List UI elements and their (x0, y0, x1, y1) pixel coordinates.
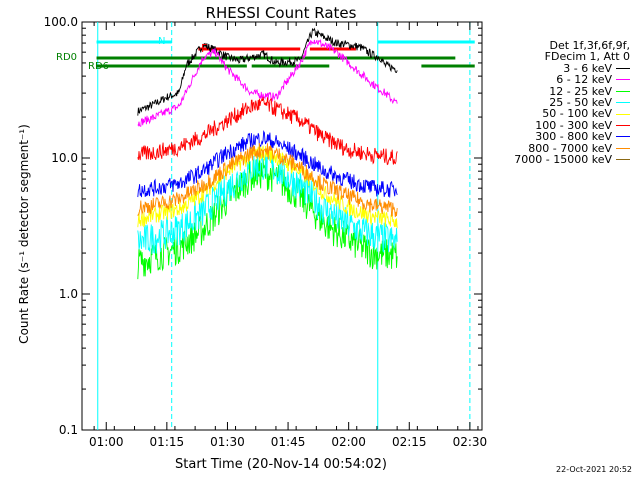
legend-swatch (616, 79, 630, 81)
plot-border (81, 21, 483, 431)
rd6-label: RD6 (88, 61, 109, 72)
y-tick-label: 0.1 (59, 423, 78, 437)
y-axis-label: Count Rate (s⁻¹ detector segment⁻¹) (17, 124, 31, 344)
y-tick-label: 100.0 (44, 15, 78, 29)
y-tick-label: 10.0 (51, 151, 78, 165)
axis-ticks: 01:00 01:15 01:30 01:45 02:00 02:15 02:30 0.1 1.… (44, 15, 488, 449)
footer-date: 22-Oct-2021 20:52 (556, 465, 632, 474)
x-tick-label: 01:45 (271, 435, 306, 449)
legend-entry: 12 - 25 keV (470, 84, 630, 98)
series-line-5 (137, 96, 398, 166)
legend-entry-label: 25 - 50 keV (549, 96, 612, 110)
legend-header-line-1: Det 1f,3f,6f,9f, (549, 39, 630, 52)
x-tick-label: 01:15 (150, 435, 185, 449)
x-tick-label: 01:30 (210, 435, 245, 449)
legend-swatch (616, 159, 630, 161)
legend-entry: 50 - 100 keV (470, 107, 630, 121)
chart-title: RHESSI Count Rates (206, 4, 357, 22)
legend-header-line-2: FDecim 1, Att 0 (544, 50, 630, 64)
series-line-6 (137, 130, 398, 198)
f-label: F (201, 42, 207, 55)
attenuator-bars (96, 40, 475, 68)
series-line-1 (137, 38, 398, 127)
x-tick-label: 02:30 (453, 435, 488, 449)
legend-entry-label: 7000 - 15000 keV (514, 153, 612, 167)
y-tick-label: 1.0 (59, 287, 78, 301)
legend-entry-label: 300 - 800 keV (535, 130, 612, 144)
x-tick-label: 01:00 (89, 435, 124, 449)
x-axis-label: Start Time (20-Nov-14 00:54:02) (175, 457, 387, 472)
series-line-4 (137, 145, 398, 229)
legend-swatch (616, 125, 630, 127)
x-tick-label: 02:00 (331, 435, 366, 449)
legend-entry: 800 - 7000 keV (470, 141, 630, 155)
legend-entry-label: 3 - 6 keV (563, 61, 612, 75)
legend-entry-label: 50 - 100 keV (542, 107, 612, 121)
legend-swatch (616, 68, 630, 70)
series-line-0 (137, 27, 398, 116)
legend-entry-label: 800 - 7000 keV (528, 141, 612, 155)
rd0-label: RD0 (56, 52, 77, 63)
legend-swatch (616, 147, 630, 149)
legend-entry: 25 - 50 keV (470, 97, 630, 108)
plot-frame (81, 21, 483, 431)
legend-entry-label: 100 - 300 keV (535, 118, 612, 132)
x-tick-label: 02:15 (392, 435, 427, 449)
legend-entry-label: 12 - 25 keV (549, 84, 612, 98)
legend-entry: 7000 - 15000 keV (470, 154, 630, 165)
series-line-7 (137, 142, 398, 218)
series-line-2 (137, 157, 398, 280)
legend-swatch (616, 136, 630, 138)
legend-entry: 300 - 800 keV (470, 130, 630, 144)
legend-swatch (616, 102, 630, 104)
legend-entry-label: 6 - 12 keV (556, 73, 612, 87)
legend-swatch (616, 113, 630, 115)
legend-entry: 100 - 300 keV (470, 118, 630, 132)
legend-entry: 3 - 6 keV (470, 61, 630, 75)
series-lines (137, 27, 398, 280)
legend: Det 1f,3f,6f,9f, FDecim 1, Att 0 3 - 6 k… (470, 40, 630, 165)
n-label: N (158, 36, 165, 47)
legend-swatch (616, 90, 630, 92)
legend-entry: 6 - 12 keV (470, 73, 630, 87)
